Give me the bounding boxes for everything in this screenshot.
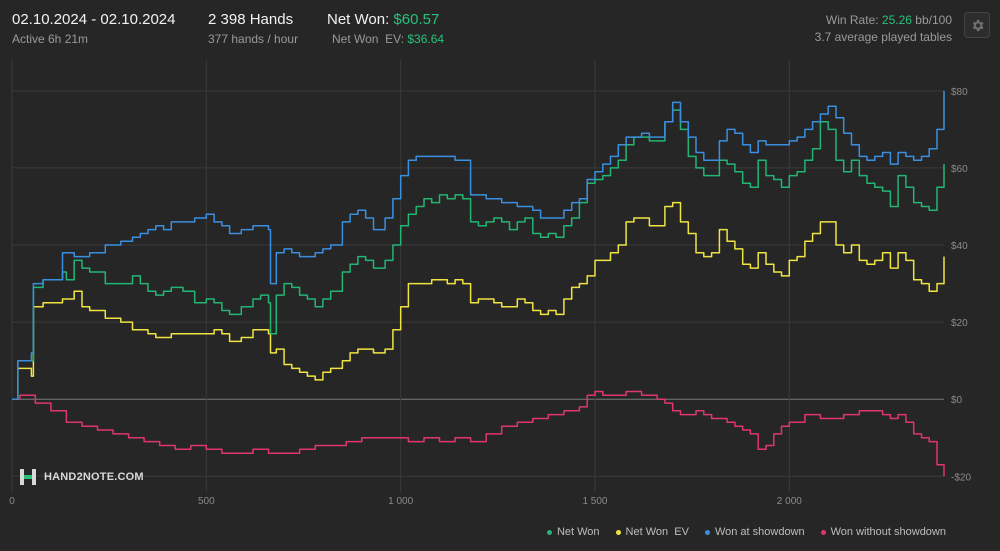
- average-tables: 3.7 average played tables: [814, 30, 952, 44]
- hands-block: 2 398 Hands 377 hands / hour: [208, 10, 298, 47]
- series-lines: [12, 90, 945, 477]
- legend-label: Net Won: [556, 526, 600, 538]
- y-tick-label: $80: [951, 87, 968, 98]
- y-tick-label: $20: [951, 318, 968, 329]
- x-tick-label: 500: [198, 496, 215, 507]
- gear-icon: [972, 19, 983, 31]
- y-tick-label: -$20: [951, 472, 971, 483]
- legend-item-net-won-ev[interactable]: Net Won EV: [615, 524, 689, 540]
- grid-lines: [11, 60, 944, 492]
- chart-legend: Net Won Net Won EV Won at showdown Won w…: [546, 524, 946, 540]
- legend-dot: [704, 529, 710, 535]
- legend-item-won-showdown[interactable]: Won at showdown: [704, 524, 805, 540]
- net-won-ev-value: $36.64: [407, 32, 445, 46]
- y-axis-ticks: $80 $60 $40 $20 $0 -$20: [951, 87, 971, 483]
- date-range: 02.10.2024 - 02.10.2024: [12, 11, 176, 28]
- brand-logo: HAND2NOTE.COM: [18, 467, 144, 487]
- series-line-won-without-showdown: [12, 390, 945, 477]
- brand-name: HAND2NOTE.COM: [44, 471, 144, 483]
- graph-area: $80 $60 $40 $20 $0 -$20 0 500 1 000 1 500 2 000: [9, 60, 971, 507]
- y-tick-label: $0: [951, 395, 963, 406]
- hands-count: 2 398 Hands: [208, 11, 294, 28]
- legend-label: Won at showdown: [714, 526, 805, 538]
- legend-item-won-without-showdown[interactable]: Won without showdown: [820, 524, 946, 540]
- hands-rate: 377 hands / hour: [208, 32, 299, 46]
- net-won-label: Net Won:: [327, 11, 390, 28]
- legend-dot: [546, 529, 552, 535]
- hand2note-logo-icon: [20, 469, 36, 485]
- y-tick-label: $40: [951, 241, 968, 252]
- net-won: Net Won: $60.57: [327, 10, 444, 30]
- legend-dot: [820, 529, 826, 535]
- settings-button[interactable]: [964, 12, 990, 38]
- net-won-value: $60.57: [393, 11, 440, 28]
- x-tick-label: 1 500: [582, 496, 607, 507]
- x-axis-ticks: 0 500 1 000 1 500 2 000: [9, 496, 802, 507]
- win-rate-label: Win Rate:: [825, 13, 879, 27]
- stats-header: 02.10.2024 - 02.10.2024 Active 6h 21m 2 …: [0, 0, 1000, 56]
- net-won-ev: Net Won EV: $36.64: [327, 31, 444, 47]
- x-tick-label: 2 000: [777, 496, 802, 507]
- legend-label: Won without showdown: [830, 526, 946, 538]
- legend-label: Net Won EV: [625, 526, 689, 538]
- series-line-net-won-ev: [12, 201, 945, 400]
- win-rate: Win Rate: 25.26 bb/100: [815, 12, 952, 28]
- legend-dot: [615, 529, 621, 535]
- active-time: Active 6h 21m: [12, 32, 89, 46]
- x-tick-label: 0: [9, 496, 15, 507]
- win-rate-unit: bb/100: [915, 13, 952, 27]
- win-rate-value: 25.26: [881, 13, 912, 27]
- series-line-net-won: [12, 109, 945, 400]
- y-tick-label: $60: [951, 164, 968, 175]
- net-won-block: Net Won: $60.57 Net Won EV: $36.64: [327, 10, 444, 47]
- win-rate-block: Win Rate: 25.26 bb/100 3.7 average playe…: [815, 12, 952, 45]
- date-block: 02.10.2024 - 02.10.2024 Active 6h 21m: [12, 10, 175, 47]
- series-line-won-at-showdown: [12, 90, 945, 400]
- legend-item-net-won[interactable]: Net Won: [546, 524, 600, 540]
- x-tick-label: 1 000: [388, 496, 413, 507]
- net-won-ev-label: Net Won EV:: [332, 32, 405, 46]
